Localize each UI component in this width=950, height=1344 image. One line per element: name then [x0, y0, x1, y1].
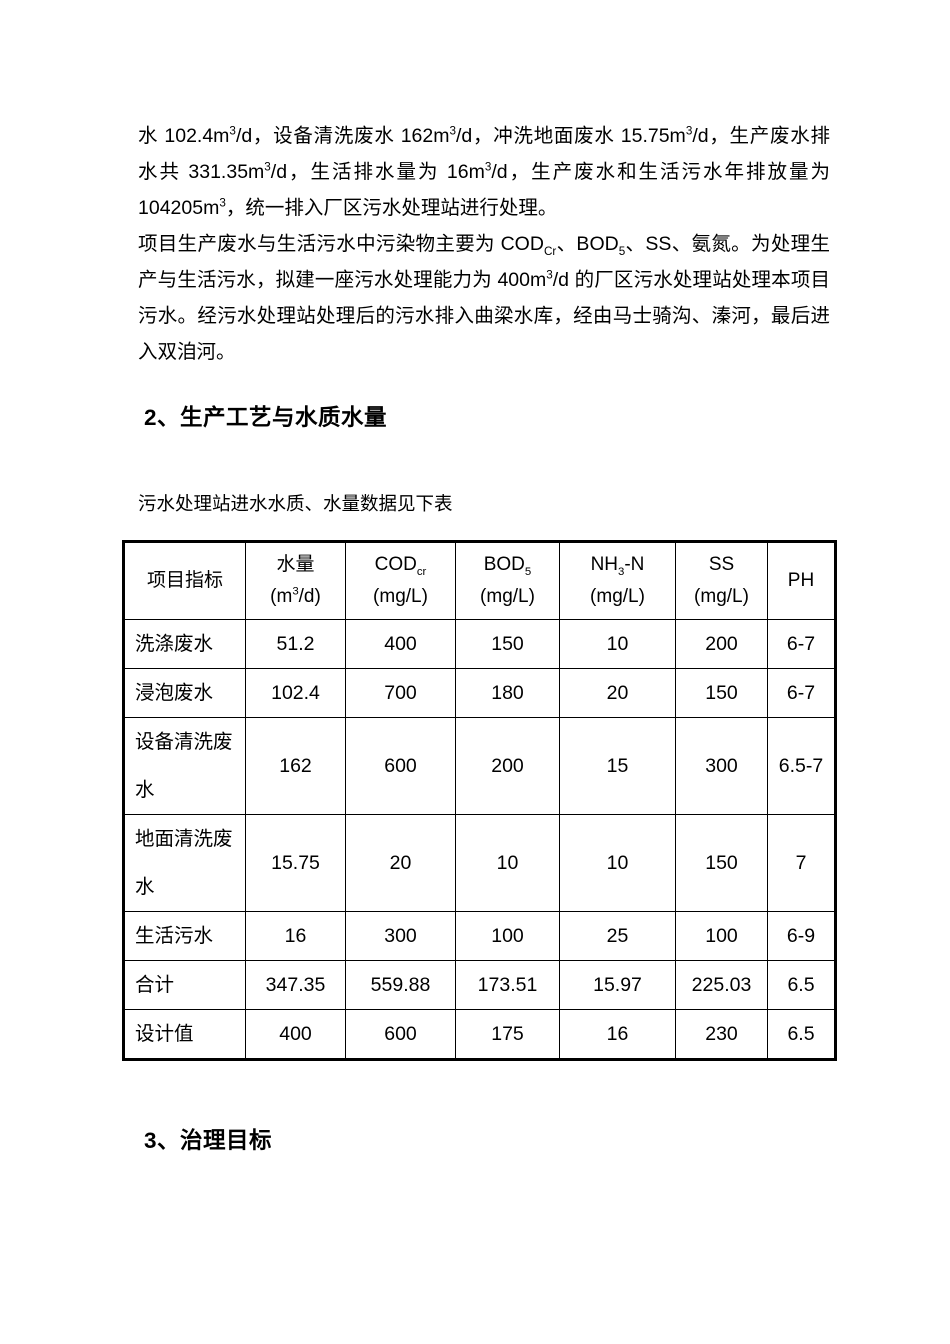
- section-heading-treatment-goals: 3、治理目标: [144, 1128, 273, 1153]
- table-cell: 173.51: [455, 960, 560, 1010]
- table-cell: 6-7: [767, 668, 836, 718]
- table-cell: 150: [455, 619, 560, 669]
- row-label: 地面清洗废水: [123, 814, 246, 912]
- table-cell: 6-7: [767, 619, 836, 669]
- row-washing-wastewater: 洗涤废水 51.2 400 150 10 200 6-7: [123, 619, 836, 669]
- header-unit: (mg/L): [480, 586, 535, 607]
- header-label: PH: [787, 570, 815, 591]
- table-cell: 700: [345, 668, 456, 718]
- table-cell: 400: [245, 1009, 346, 1060]
- row-label: 合计: [123, 960, 246, 1010]
- table-cell: 10: [559, 814, 676, 912]
- row-design-value: 设计值 400 600 175 16 230 6.5: [123, 1009, 836, 1060]
- table-cell: 6.5-7: [767, 717, 836, 815]
- table-cell: 25: [559, 911, 676, 961]
- table-cell: 20: [559, 668, 676, 718]
- table-cell: 150: [675, 668, 768, 718]
- table-cell: 347.35: [245, 960, 346, 1010]
- table-cell: 10: [559, 619, 676, 669]
- header-unit: (m3/d): [270, 585, 321, 607]
- table-cell: 16: [245, 911, 346, 961]
- col-header-bod: BOD5 (mg/L): [455, 541, 560, 620]
- paragraph-wastewater-volumes: 水 102.4m3/d，设备清洗废水 162m3/d，冲洗地面废水 15.75m…: [138, 124, 830, 219]
- section-heading-process-water-quality: 2、生产工艺与水质水量: [144, 405, 388, 430]
- table-cell: 225.03: [675, 960, 768, 1010]
- influent-water-quality-table: 项目指标 水量 (m3/d) CODcr (mg/L) BOD5 (mg/L) …: [122, 540, 837, 1061]
- row-floor-cleaning-wastewater: 地面清洗废水 15.75 20 10 10 150 7: [123, 814, 836, 912]
- table-cell: 102.4: [245, 668, 346, 718]
- header-label: BOD5: [483, 554, 532, 578]
- table-cell: 51.2: [245, 619, 346, 669]
- table-cell: 100: [455, 911, 560, 961]
- table-cell: 10: [455, 814, 560, 912]
- table-cell: 16: [559, 1009, 676, 1060]
- col-header-cod: CODcr (mg/L): [345, 541, 456, 620]
- row-label: 设计值: [123, 1009, 246, 1060]
- table-cell: 100: [675, 911, 768, 961]
- header-unit: (mg/L): [694, 586, 749, 607]
- table-cell: 180: [455, 668, 560, 718]
- header-label: SS: [708, 554, 735, 575]
- table-cell: 230: [675, 1009, 768, 1060]
- col-header-ss: SS (mg/L): [675, 541, 768, 620]
- row-label: 设备清洗废水: [123, 717, 246, 815]
- table-cell: 400: [345, 619, 456, 669]
- table-cell: 162: [245, 717, 346, 815]
- header-label: NH3-N: [590, 554, 645, 578]
- header-unit: (mg/L): [590, 586, 645, 607]
- table-cell: 15.97: [559, 960, 676, 1010]
- row-label: 生活污水: [123, 911, 246, 961]
- table-caption: 污水处理站进水水质、水量数据见下表: [138, 493, 453, 514]
- table-cell: 600: [345, 717, 456, 815]
- col-header-item-indicator: 项目指标: [123, 541, 246, 620]
- row-equipment-cleaning-wastewater: 设备清洗废水 162 600 200 15 300 6.5-7: [123, 717, 836, 815]
- table-cell: 7: [767, 814, 836, 912]
- table-cell: 6-9: [767, 911, 836, 961]
- table-cell: 6.5: [767, 960, 836, 1010]
- header-label: 水量: [276, 554, 315, 575]
- col-header-ph: PH: [767, 541, 836, 620]
- table-cell: 300: [345, 911, 456, 961]
- row-total: 合计 347.35 559.88 173.51 15.97 225.03 6.5: [123, 960, 836, 1010]
- col-header-nh3-n: NH3-N (mg/L): [559, 541, 676, 620]
- table-header-row: 项目指标 水量 (m3/d) CODcr (mg/L) BOD5 (mg/L) …: [123, 541, 836, 620]
- header-label: 项目指标: [146, 570, 223, 591]
- table-cell: 6.5: [767, 1009, 836, 1060]
- table-cell: 15.75: [245, 814, 346, 912]
- table-cell: 15: [559, 717, 676, 815]
- table-cell: 300: [675, 717, 768, 815]
- table-cell: 150: [675, 814, 768, 912]
- table-cell: 175: [455, 1009, 560, 1060]
- col-header-water-volume: 水量 (m3/d): [245, 541, 346, 620]
- row-domestic-sewage: 生活污水 16 300 100 25 100 6-9: [123, 911, 836, 961]
- row-label: 洗涤废水: [123, 619, 246, 669]
- row-soaking-wastewater: 浸泡废水 102.4 700 180 20 150 6-7: [123, 668, 836, 718]
- row-label: 浸泡废水: [123, 668, 246, 718]
- paragraph-pollutants-treatment: 项目生产废水与生活污水中污染物主要为 CODCr、BOD5、SS、氨氮。为处理生…: [138, 233, 830, 363]
- header-unit: (mg/L): [373, 586, 428, 607]
- table-cell: 600: [345, 1009, 456, 1060]
- table-cell: 559.88: [345, 960, 456, 1010]
- table-cell: 200: [455, 717, 560, 815]
- table-cell: 20: [345, 814, 456, 912]
- header-label: CODcr: [374, 554, 427, 578]
- table-cell: 200: [675, 619, 768, 669]
